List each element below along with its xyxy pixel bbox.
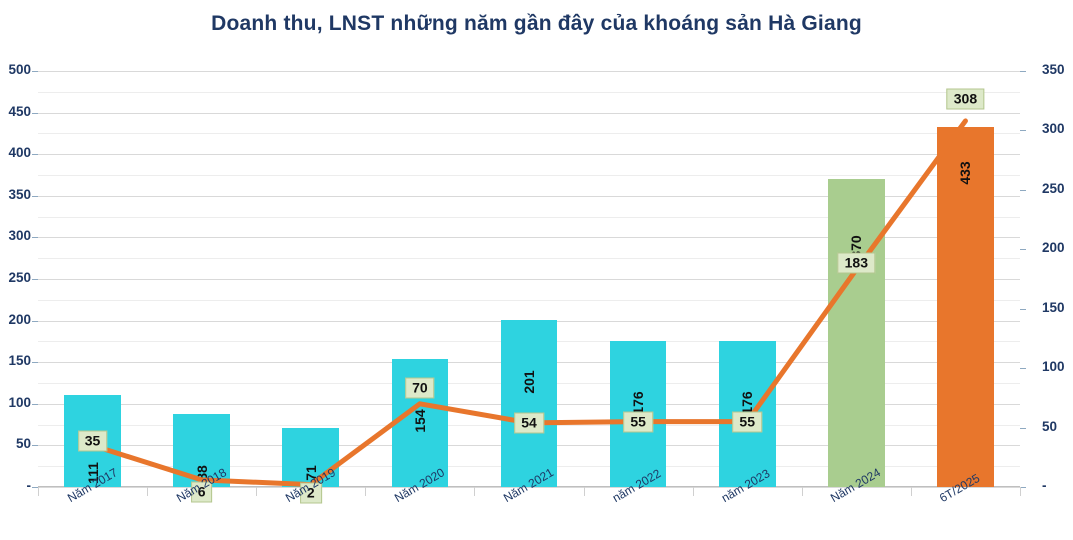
x-axis-labels: Năm 2017 Năm 2018 Năm 2019 Năm 2020 Năm 2021… xyxy=(38,465,1021,540)
y-axis-right-tick: 100 xyxy=(1042,359,1065,375)
y-axis-right-tick: 150 xyxy=(1042,299,1065,315)
y-axis-right-tickmark xyxy=(1020,487,1026,488)
gridline xyxy=(38,112,1020,114)
y-axis-left-tick: 100 xyxy=(8,394,31,410)
line-point-label[interactable]: 55 xyxy=(732,411,763,433)
gridline xyxy=(38,299,1020,301)
gridline xyxy=(38,71,1020,72)
gridline xyxy=(38,216,1020,218)
y-axis-right-tickmark xyxy=(1020,189,1026,191)
x-axis-separator xyxy=(365,487,367,496)
y-axis-right-tick: 200 xyxy=(1042,240,1065,256)
gridline xyxy=(38,133,1020,135)
y-axis-left-tick: 300 xyxy=(8,228,31,244)
gridline xyxy=(38,258,1020,260)
y-axis-right-tickmark xyxy=(1020,427,1026,429)
line-point-label[interactable]: 54 xyxy=(514,412,544,434)
y-axis-right-tick: 250 xyxy=(1042,180,1065,196)
y-axis-left-tick: 350 xyxy=(8,186,31,202)
y-axis-left-tick: 400 xyxy=(8,145,31,161)
y-axis-right-tick: - xyxy=(1042,478,1047,493)
y-axis-left-tick: 500 xyxy=(8,62,31,77)
y-axis-left-tickmark xyxy=(32,362,38,364)
line-point-label[interactable]: 70 xyxy=(405,377,435,399)
y-axis-right-tickmark xyxy=(1020,71,1026,72)
gridline xyxy=(38,237,1020,239)
line-point-label[interactable]: 308 xyxy=(946,88,985,110)
y-axis-left-tick: 250 xyxy=(8,270,31,285)
x-axis-separator xyxy=(801,487,803,496)
y-axis-left-tickmark xyxy=(32,445,38,447)
gridline xyxy=(38,487,1020,488)
y-axis-right-tick: 50 xyxy=(1042,418,1058,434)
line-point-label[interactable]: 2 xyxy=(299,482,322,504)
y-axis-left-tickmark xyxy=(32,320,38,322)
y-axis-left-tickmark xyxy=(32,71,38,72)
gridline xyxy=(38,279,1020,280)
y-axis-left-tickmark xyxy=(32,279,38,280)
gridline xyxy=(38,91,1020,93)
gridline xyxy=(38,154,1020,156)
y-axis-left-tick: - xyxy=(26,478,32,493)
y-axis-left-tickmark xyxy=(32,487,38,488)
x-axis-separator xyxy=(147,487,149,496)
bar[interactable]: 71 xyxy=(282,427,340,487)
y-axis-right-tickmark xyxy=(1020,368,1026,370)
bar[interactable]: 201 xyxy=(500,319,558,487)
plot-area: 111 88 71 154 201 176 176 370 433 35 6 2 70 54 55 55 18… xyxy=(38,71,1020,504)
y-axis-right-tickmark xyxy=(1020,308,1026,310)
x-axis-separator xyxy=(474,487,476,496)
y-axis-left-tick: 200 xyxy=(8,311,31,327)
y-axis-left-tick: 150 xyxy=(8,353,31,369)
chart-title: Doanh thu, LNST những năm gần đây của kh… xyxy=(211,12,862,35)
gridline xyxy=(38,195,1020,197)
y-axis-left-tick: 50 xyxy=(15,436,31,452)
line-point-label[interactable]: 183 xyxy=(837,252,876,274)
y-axis-left-tickmark xyxy=(32,195,38,197)
bar[interactable]: 370 xyxy=(827,179,885,487)
y-axis-right-tick: 300 xyxy=(1042,121,1065,137)
bar[interactable]: 433 xyxy=(937,126,994,487)
line-point-label[interactable]: 55 xyxy=(623,411,653,433)
y-axis-left-tickmark xyxy=(32,237,38,239)
y-axis-left-tickmark xyxy=(32,112,38,114)
x-axis-separator xyxy=(910,487,912,496)
gridline xyxy=(38,175,1020,176)
x-axis-separator xyxy=(38,487,39,496)
y-axis-right-tick: 350 xyxy=(1042,62,1065,77)
y-axis-left-tick: 450 xyxy=(8,103,31,119)
y-axis-left-tickmark xyxy=(32,154,38,156)
x-axis-separator xyxy=(692,487,694,496)
y-axis-right-tickmark xyxy=(1020,130,1026,132)
x-axis-separator xyxy=(583,487,585,496)
x-axis-separator xyxy=(1020,487,1021,496)
y-axis-left-tickmark xyxy=(32,403,38,405)
x-axis-separator xyxy=(256,487,258,496)
line-point-label[interactable]: 6 xyxy=(190,481,213,503)
y-axis-right-tickmark xyxy=(1020,249,1026,251)
line-point-label[interactable]: 35 xyxy=(77,430,108,452)
